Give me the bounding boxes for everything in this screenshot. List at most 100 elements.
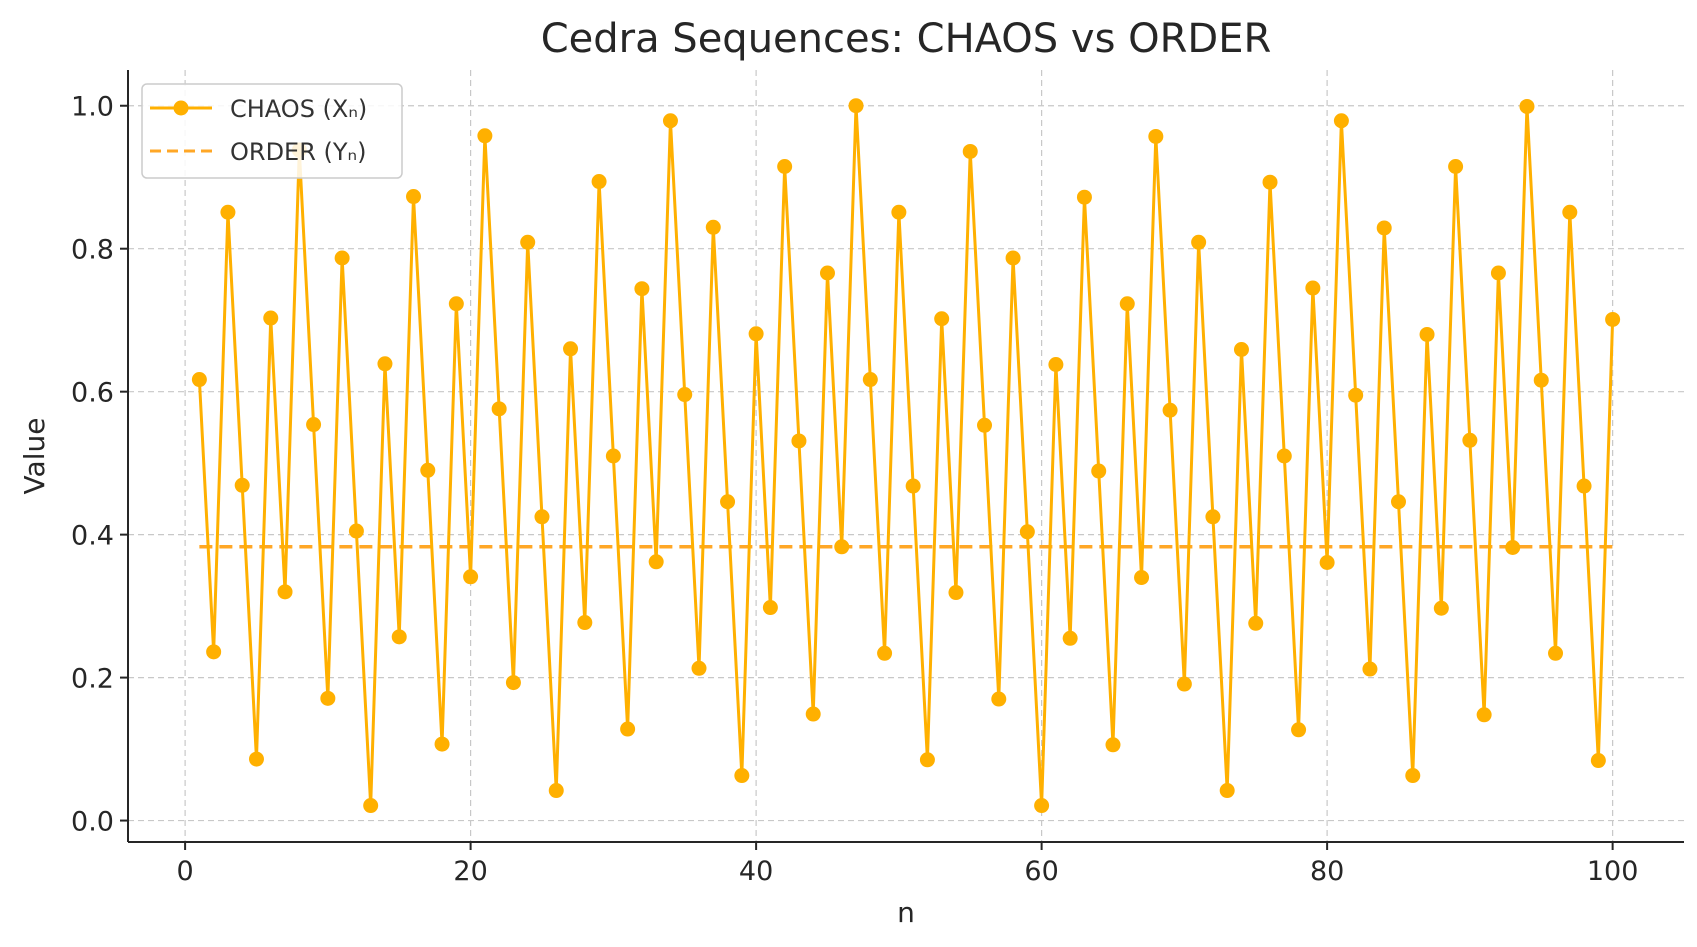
- chaos-data-point: [348, 523, 364, 539]
- chaos-data-point: [1376, 220, 1392, 236]
- chaos-data-point: [1505, 539, 1521, 555]
- chaos-data-point: [591, 174, 607, 190]
- y-tick-label: 0.6: [71, 378, 114, 409]
- series-layer: [191, 98, 1621, 814]
- chaos-data-point: [1248, 615, 1264, 631]
- chaos-data-point: [563, 341, 579, 357]
- chaos-data-point: [1119, 296, 1135, 312]
- chaos-data-point: [277, 584, 293, 600]
- chaos-data-point: [1405, 768, 1421, 784]
- legend: CHAOS (Xₙ) ORDER (Yₙ): [141, 83, 403, 179]
- chaos-data-point: [1291, 722, 1307, 738]
- legend-order-label: ORDER (Yₙ): [230, 138, 366, 166]
- chaos-data-point: [1134, 570, 1150, 586]
- chaos-data-point: [1005, 250, 1021, 266]
- chaos-data-point: [1490, 265, 1506, 281]
- chaos-data-point: [891, 204, 907, 220]
- chaos-data-point: [548, 783, 564, 799]
- x-tick-label: 0: [177, 856, 194, 887]
- chaos-data-point: [905, 478, 921, 494]
- chaos-data-point: [962, 143, 978, 159]
- chaos-data-point: [1105, 737, 1121, 753]
- chaos-data-point: [1362, 661, 1378, 677]
- chaos-data-point: [263, 310, 279, 326]
- chaos-data-point: [1176, 676, 1192, 692]
- chaos-data-point: [1548, 645, 1564, 661]
- chaos-data-point: [463, 569, 479, 585]
- chaos-data-point: [834, 539, 850, 555]
- chaos-data-point: [534, 509, 550, 525]
- y-tick-label: 0.4: [71, 521, 114, 552]
- chaos-data-point: [520, 234, 536, 250]
- chaos-data-point: [1390, 494, 1406, 510]
- chaos-data-point: [862, 372, 878, 388]
- chaos-data-point: [1333, 113, 1349, 129]
- chaos-data-point: [1205, 509, 1221, 525]
- chaos-data-point: [1462, 432, 1478, 448]
- chaos-data-point: [948, 585, 964, 601]
- chaos-data-point: [406, 189, 422, 205]
- chaos-data-point: [705, 219, 721, 235]
- chaos-data-point: [677, 387, 693, 403]
- chaos-data-point: [1576, 478, 1592, 494]
- chaos-data-point: [334, 250, 350, 266]
- chaos-data-point: [1076, 189, 1092, 205]
- x-tick-label: 100: [1587, 856, 1639, 887]
- x-tick-label: 60: [1024, 856, 1058, 887]
- chaos-data-point: [306, 417, 322, 433]
- x-tick-label: 40: [739, 856, 773, 887]
- y-tick-label: 0.2: [71, 664, 114, 695]
- chaos-data-point: [777, 159, 793, 174]
- chaos-data-point: [1276, 448, 1292, 464]
- chaos-data-point: [848, 98, 864, 114]
- x-tick-label: 20: [453, 856, 487, 887]
- chaos-data-point: [477, 128, 493, 144]
- chaos-data-point: [934, 311, 950, 327]
- chaos-data-point: [1191, 234, 1207, 250]
- chaos-data-point: [662, 113, 678, 129]
- chaos-data-point: [720, 494, 736, 510]
- chaos-data-point: [363, 798, 379, 814]
- y-tick-label: 0.8: [71, 235, 114, 266]
- chaos-data-point: [605, 448, 621, 464]
- chaos-data-point: [1533, 372, 1549, 388]
- chaos-data-point: [1590, 753, 1606, 769]
- chaos-data-point: [320, 690, 336, 706]
- chaos-data-point: [1233, 341, 1249, 357]
- x-tick-label: 80: [1310, 856, 1344, 887]
- chaos-data-point: [206, 644, 222, 660]
- chaos-data-point: [1262, 174, 1278, 190]
- chaos-data-point: [220, 204, 236, 220]
- chaos-data-point: [1034, 798, 1050, 814]
- chaos-data-point: [691, 660, 707, 676]
- x-axis-label: n: [897, 896, 915, 929]
- chaos-data-point: [248, 751, 264, 767]
- chaos-data-point: [420, 462, 436, 478]
- chaos-data-point: [791, 433, 807, 449]
- chaos-data-point: [1091, 463, 1107, 479]
- chaos-data-point: [805, 706, 821, 722]
- chaos-data-point: [819, 265, 835, 281]
- chaos-data-point: [734, 768, 750, 784]
- chaos-data-point: [1433, 600, 1449, 616]
- chaos-data-point: [1062, 630, 1078, 646]
- chaos-data-point: [234, 477, 250, 493]
- axes: [127, 70, 1684, 843]
- chaos-data-point: [434, 736, 450, 752]
- chaos-data-point: [1448, 159, 1464, 174]
- chaos-data-point: [505, 675, 521, 691]
- y-tick-label: 0.0: [71, 807, 114, 838]
- chaos-data-point: [1519, 98, 1535, 114]
- chaos-series-line: [197, 104, 1615, 808]
- legend-chaos-label: CHAOS (Xₙ): [230, 95, 367, 123]
- chaos-data-point: [977, 417, 993, 433]
- chaos-data-point: [391, 629, 407, 645]
- grid: [128, 70, 1684, 842]
- chaos-data-point: [1305, 280, 1321, 296]
- chaos-data-point: [191, 372, 207, 388]
- chaos-data-point: [577, 615, 593, 631]
- chaos-data-point: [634, 281, 650, 297]
- y-axis-label: Value: [18, 418, 51, 495]
- chaos-data-point: [1562, 204, 1578, 220]
